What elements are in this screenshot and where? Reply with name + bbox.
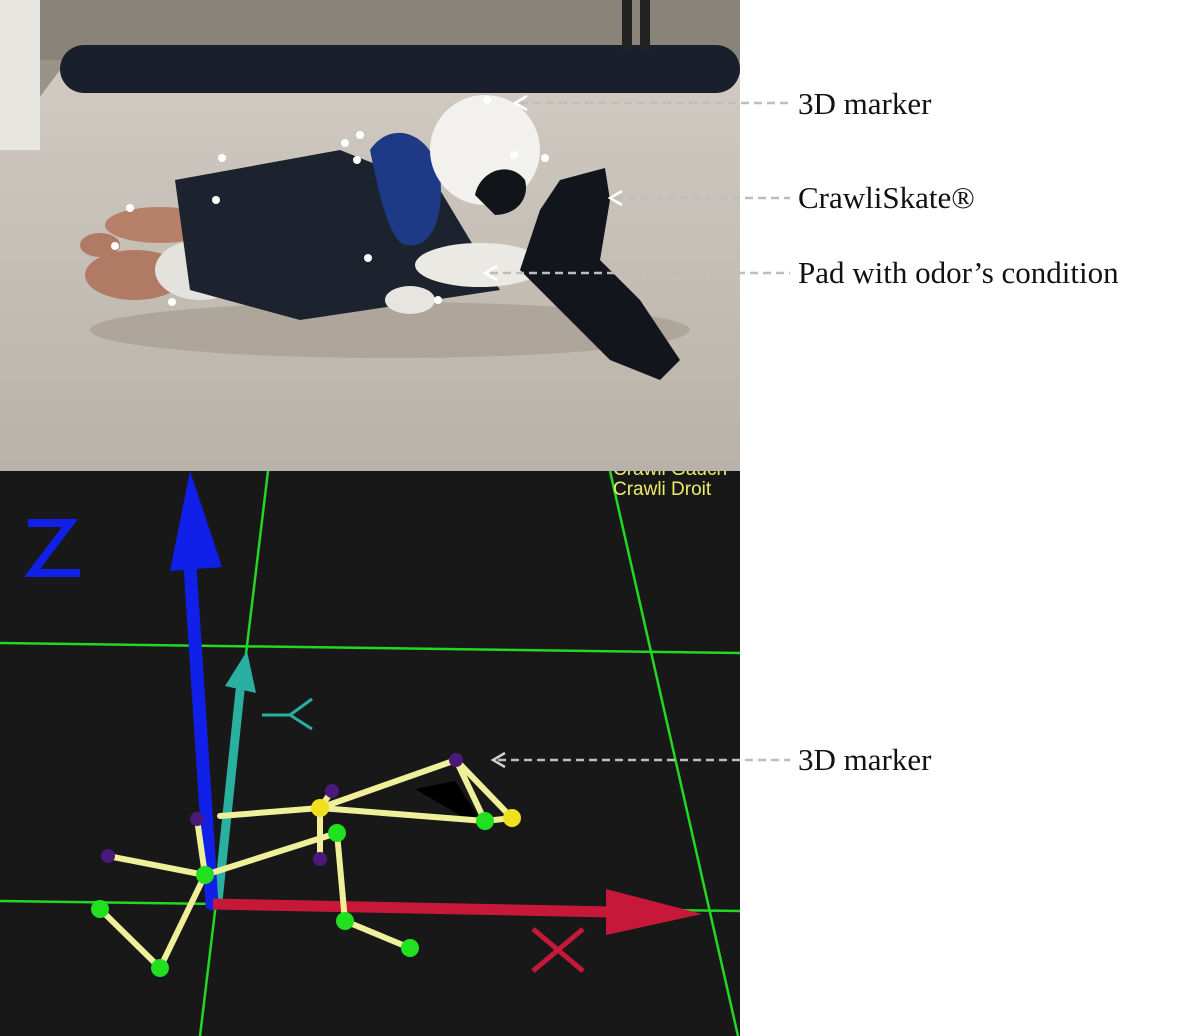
marker-green xyxy=(476,812,494,830)
marker-shadow xyxy=(415,781,478,821)
motion-capture-viewer: Crawli Gauch Crawli Droit xyxy=(0,471,740,1036)
marker-purple xyxy=(313,852,327,866)
viewer-legend-right: Crawli Droit xyxy=(613,479,712,500)
axis-y xyxy=(213,686,245,906)
photo-markers xyxy=(111,96,549,306)
axis-x-label xyxy=(531,927,585,973)
infant-photo-illustration xyxy=(0,0,740,471)
marker-yellow xyxy=(503,809,521,827)
axis-z-label xyxy=(23,519,80,577)
marker-purple xyxy=(449,753,463,767)
axis-y-label xyxy=(262,697,313,731)
skeleton-bones xyxy=(97,757,515,971)
label-pad-odor: Pad with odor’s condition xyxy=(798,255,1119,290)
marker-green xyxy=(401,939,419,957)
motion-capture-scene xyxy=(0,471,740,1036)
axis-z-arrowhead xyxy=(170,471,222,571)
marker-green xyxy=(196,866,214,884)
marker-green xyxy=(328,824,346,842)
label-crawliskate: CrawliSkate® xyxy=(798,180,975,215)
skeleton-joints xyxy=(91,753,521,977)
marker-green xyxy=(151,959,169,977)
marker-green xyxy=(336,912,354,930)
viewer-legend-partial: Crawli Gauch xyxy=(613,471,727,481)
marker-purple xyxy=(101,849,115,863)
infant-photo xyxy=(0,0,740,471)
marker-green xyxy=(91,900,109,918)
marker-purple xyxy=(190,812,204,826)
axis-z xyxy=(183,559,219,911)
axis-x xyxy=(212,898,613,918)
axis-y-arrowhead xyxy=(225,651,256,693)
label-3d-marker-top: 3D marker xyxy=(798,86,932,121)
marker-yellow xyxy=(311,799,329,817)
floor-grid xyxy=(0,471,740,1036)
label-3d-marker-bottom: 3D marker xyxy=(798,742,932,777)
axis-x-arrowhead xyxy=(606,889,702,935)
marker-purple xyxy=(325,784,339,798)
